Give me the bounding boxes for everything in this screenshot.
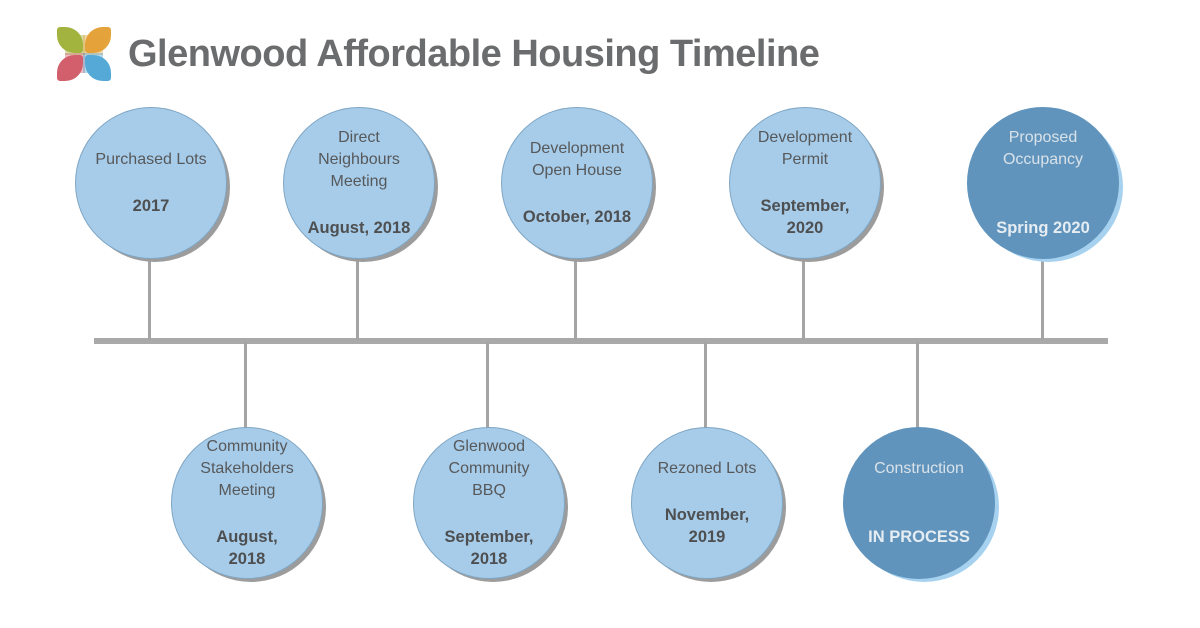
event-label: Development Open House — [529, 140, 625, 179]
event-date: September, 2018 — [444, 528, 534, 568]
event-circle-purchased-lots: Purchased Lots 2017 — [75, 107, 227, 259]
connector-line — [802, 251, 805, 340]
event-circle-community-stakeholders-meeting: Community Stakeholders Meeting August, 2018 — [171, 427, 323, 579]
event-date: October, 2018 — [522, 208, 632, 226]
event-date: November, 2019 — [664, 506, 750, 546]
connector-line — [148, 251, 151, 340]
event-date: August, 2018 — [307, 219, 411, 237]
event-date: IN PROCESS — [868, 528, 970, 546]
event-label: Purchased Lots — [95, 151, 207, 168]
event-label: Development Permit — [757, 129, 853, 168]
header: Glenwood Affordable Housing Timeline — [57, 27, 820, 81]
connector-line — [916, 342, 919, 430]
event-label: Proposed Occupancy — [1002, 129, 1084, 168]
connector-line — [574, 251, 577, 340]
event-label: Glenwood Community BBQ — [448, 438, 530, 499]
event-label: Community Stakeholders Meeting — [200, 438, 294, 499]
logo-overlay-square — [83, 53, 103, 73]
connector-line — [1041, 251, 1044, 340]
event-date: Spring 2020 — [996, 219, 1090, 237]
logo-overlay-square — [83, 35, 103, 55]
connector-line — [244, 342, 247, 430]
event-circle-development-permit: Development Permit September, 2020 — [729, 107, 881, 259]
connector-line — [356, 251, 359, 340]
event-date: August, 2018 — [216, 528, 278, 568]
event-date: 2017 — [132, 197, 170, 215]
event-circle-development-open-house: Development Open House October, 2018 — [501, 107, 653, 259]
event-circle-proposed-occupancy: Proposed Occupancy Spring 2020 — [967, 107, 1119, 259]
event-circle-construction: Construction IN PROCESS — [843, 427, 995, 579]
logo-overlay-square — [65, 53, 85, 73]
event-circle-rezoned-lots: Rezoned Lots November, 2019 — [631, 427, 783, 579]
page-title: Glenwood Affordable Housing Timeline — [128, 32, 820, 75]
connector-line — [704, 342, 707, 430]
event-label: Direct Neighbours Meeting — [318, 129, 400, 190]
event-circle-direct-neighbours-meeting: Direct Neighbours Meeting August, 2018 — [283, 107, 435, 259]
logo-overlay-square — [65, 35, 85, 55]
flower-logo-icon — [57, 27, 111, 81]
event-label: Construction — [874, 460, 964, 477]
connector-line — [486, 342, 489, 430]
event-date: September, 2020 — [760, 197, 850, 237]
event-circle-glenwood-community-bbq: Glenwood Community BBQ September, 2018 — [413, 427, 565, 579]
timeline-axis-line — [94, 338, 1108, 344]
event-label: Rezoned Lots — [657, 460, 757, 477]
